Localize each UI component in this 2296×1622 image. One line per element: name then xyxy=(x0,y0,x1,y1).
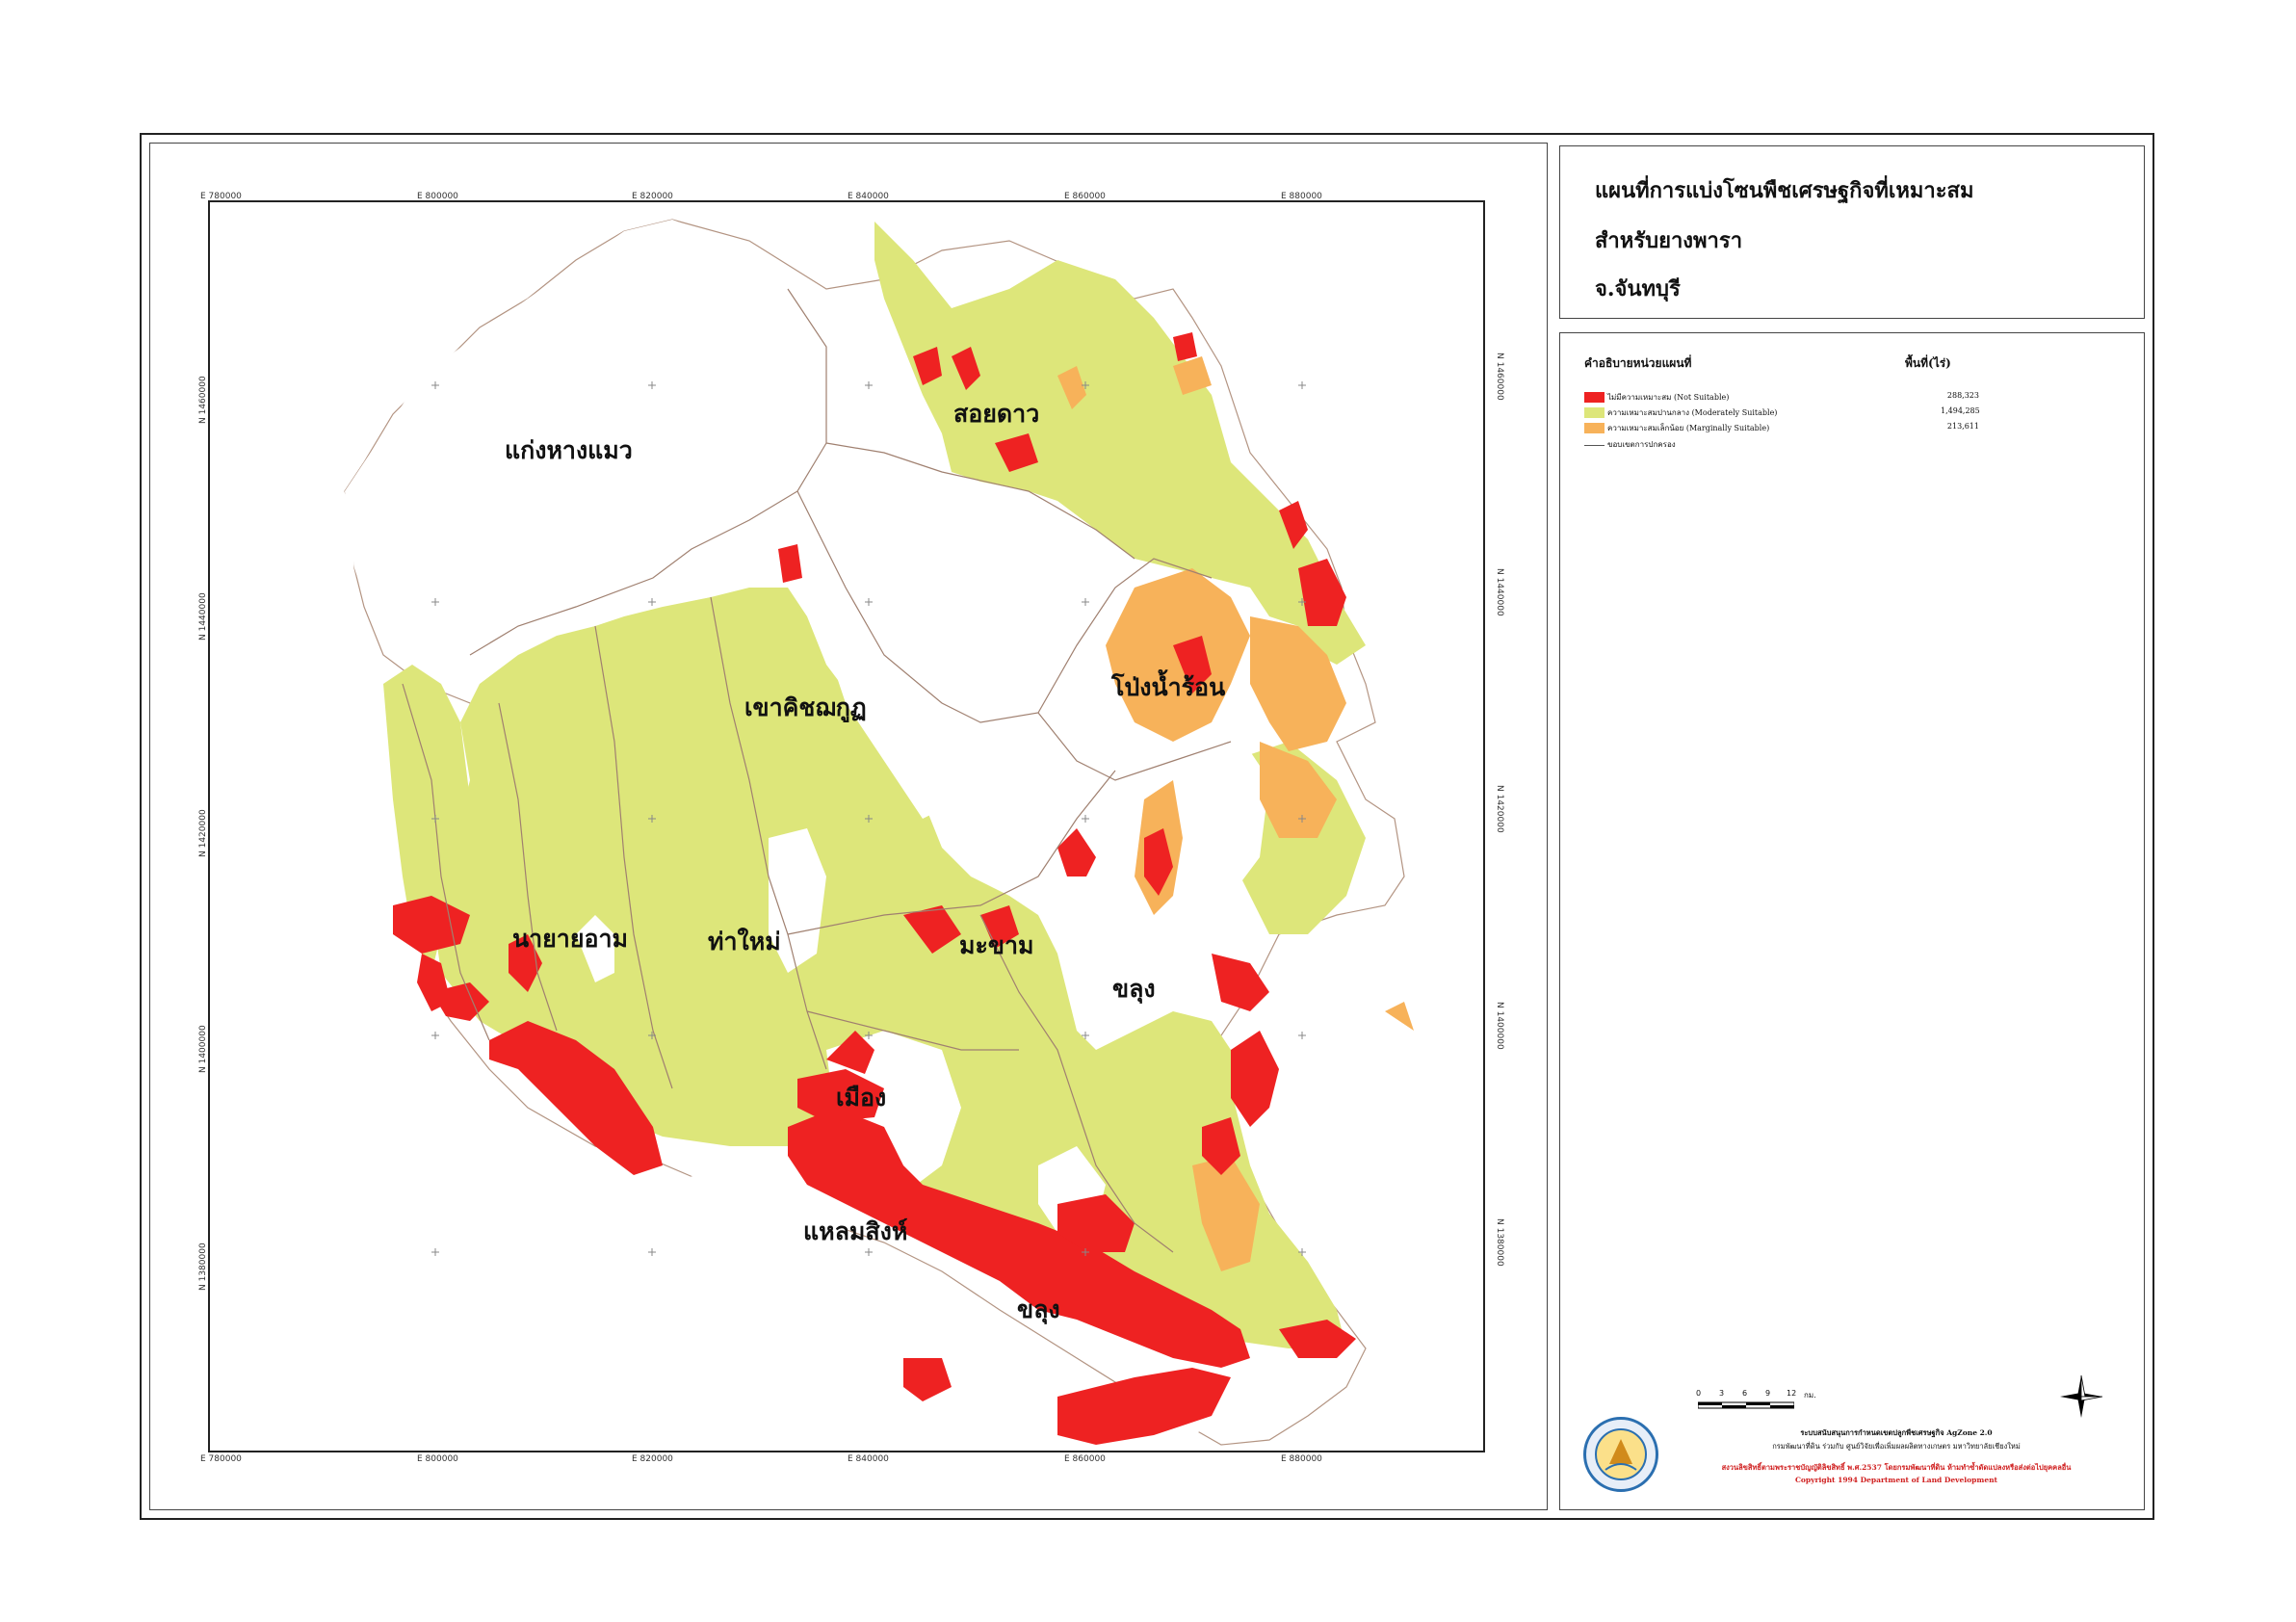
legend-label: ความเหมาะสมเล็กน้อย (Marginally Suitable… xyxy=(1607,424,1770,432)
legend-value: 213,611 xyxy=(1946,422,1979,431)
moderate-area-north xyxy=(874,222,1366,665)
district-label: เขาคิชฌกูฏ xyxy=(744,693,867,721)
district-label: ขลุง xyxy=(1112,975,1156,1003)
legend-panel: คำอธิบายหน่วยแผนที่ พื้นที่(ไร่) ไม่มีคว… xyxy=(1559,332,2145,1510)
grid-label-left-y: N 1420000 xyxy=(198,809,208,857)
district-label: ขลุง xyxy=(1017,1295,1060,1323)
grid-label-bottom-x: E 820000 xyxy=(632,1454,673,1464)
grid-label-bottom-x: E 840000 xyxy=(848,1454,889,1464)
grid-label-left-y: N 1380000 xyxy=(198,1243,208,1291)
district-label: แหลมสิงห์ xyxy=(803,1217,908,1245)
grid-label-right-y: N 1400000 xyxy=(1495,1002,1504,1050)
grid-label-left-y: N 1400000 xyxy=(198,1025,208,1073)
unclassified-areas xyxy=(345,220,1269,1445)
scale-unit: กม. xyxy=(1804,1391,1816,1400)
scale-tick: 6 xyxy=(1742,1389,1748,1398)
grid-label-top-x: E 820000 xyxy=(632,192,673,201)
legend-heading: คำอธิบายหน่วยแผนที่ xyxy=(1584,356,1692,370)
scale-bar-graphic xyxy=(1698,1401,1794,1409)
grid-label-top-x: E 840000 xyxy=(848,192,889,201)
copyright-line: Copyright 1994 Department of Land Develo… xyxy=(1794,1476,1998,1484)
legend-label: ไม่มีความเหมาะสม (Not Suitable) xyxy=(1607,393,1730,402)
north-arrow-icon xyxy=(2060,1374,2103,1418)
district-label: โป่งน้ำร้อน xyxy=(1111,673,1226,701)
map-title: แผนที่การแบ่งโซนพืชเศรษฐกิจที่เหมาะสม xyxy=(1595,178,1974,203)
moderate-area-west-strip xyxy=(383,665,470,973)
grid-label-top-x: E 780000 xyxy=(200,192,242,201)
grid-label-left-y: N 1460000 xyxy=(198,376,208,424)
district-label: สอยดาว xyxy=(953,400,1040,428)
scale-tick: 9 xyxy=(1765,1389,1771,1398)
map-sheet-border xyxy=(140,133,2154,1520)
scale-tick: 12 xyxy=(1787,1389,1797,1398)
legend-value: 288,323 xyxy=(1946,391,1979,400)
scale-bar: 0 3 6 9 12 กม. xyxy=(1696,1389,1823,1418)
legend-label: ความเหมาะสมปานกลาง (Moderately Suitable) xyxy=(1607,408,1778,417)
grid-label-top-x: E 880000 xyxy=(1281,192,1322,201)
grid-crosses xyxy=(431,381,1306,1256)
grid-label-right-y: N 1380000 xyxy=(1495,1218,1504,1267)
map-subtitle: สำหรับยางพารา xyxy=(1595,228,1743,253)
district-boundaries xyxy=(402,288,1232,1253)
legend-item-not-suitable: ไม่มีความเหมาะสม (Not Suitable) 288,323 xyxy=(1584,391,1979,405)
legend-value: 1,494,285 xyxy=(1941,406,1980,415)
grid-label-right-y: N 1460000 xyxy=(1495,353,1504,401)
legend-swatch xyxy=(1584,392,1605,403)
district-label: มะขาม xyxy=(959,931,1034,959)
moderate-area-central xyxy=(431,588,1346,1348)
district-label: นายายอาม xyxy=(512,925,628,953)
not-suitable-areas xyxy=(393,332,1356,1445)
scale-tick: 0 xyxy=(1696,1389,1702,1398)
grid-label-top-x: E 800000 xyxy=(417,192,458,201)
copyright-notice: สงวนลิขสิทธิ์ตามพระราชบัญญัติลิขสิทธิ์ พ… xyxy=(1721,1463,2072,1472)
grid-label-top-x: E 860000 xyxy=(1064,192,1106,201)
map-panel xyxy=(149,143,1548,1510)
scale-tick: 3 xyxy=(1719,1389,1725,1398)
suitability-map[interactable] xyxy=(210,202,1485,1452)
grid-label-bottom-x: E 780000 xyxy=(200,1454,242,1464)
credit-line: ระบบสนับสนุนการกำหนดเขตปลูกพืชเศรษฐกิจ A… xyxy=(1800,1428,1993,1437)
map-province: จ.จันทบุรี xyxy=(1595,276,1681,301)
legend-item-marginal: ความเหมาะสมเล็กน้อย (Marginally Suitable… xyxy=(1584,422,1979,435)
legend-item-boundary: ขอบเขตการปกครอง xyxy=(1584,438,1979,452)
legend-swatch xyxy=(1584,407,1605,418)
grid-label-bottom-x: E 860000 xyxy=(1064,1454,1106,1464)
grid-label-bottom-x: E 880000 xyxy=(1281,1454,1322,1464)
grid-label-left-y: N 1440000 xyxy=(198,592,208,641)
legend-area-heading: พื้นที่(ไร่) xyxy=(1905,356,1951,370)
department-seal-logo xyxy=(1583,1417,1658,1492)
legend-label: ขอบเขตการปกครอง xyxy=(1607,440,1676,449)
district-label: แก่งหางแมว xyxy=(505,436,633,464)
grid-label-bottom-x: E 800000 xyxy=(417,1454,458,1464)
grid-label-right-y: N 1420000 xyxy=(1495,785,1504,833)
grid-label-right-y: N 1440000 xyxy=(1495,568,1504,616)
legend-item-moderate: ความเหมาะสมปานกลาง (Moderately Suitable)… xyxy=(1584,406,1980,420)
credit-line: กรมพัฒนาที่ดิน ร่วมกับ ศูนย์วิจัยเพื่อเพ… xyxy=(1772,1442,2021,1451)
map-frame[interactable]: แก่งหางแมว สอยดาว เขาคิชฌกูฏ โป่งน้ำร้อน… xyxy=(208,200,1485,1452)
title-panel: แผนที่การแบ่งโซนพืชเศรษฐกิจที่เหมาะสม สำ… xyxy=(1559,145,2145,319)
district-label: ท่าใหม่ xyxy=(708,928,781,955)
legend-swatch xyxy=(1584,423,1605,433)
district-label: เมือง xyxy=(836,1084,887,1112)
legend-line xyxy=(1584,445,1605,446)
